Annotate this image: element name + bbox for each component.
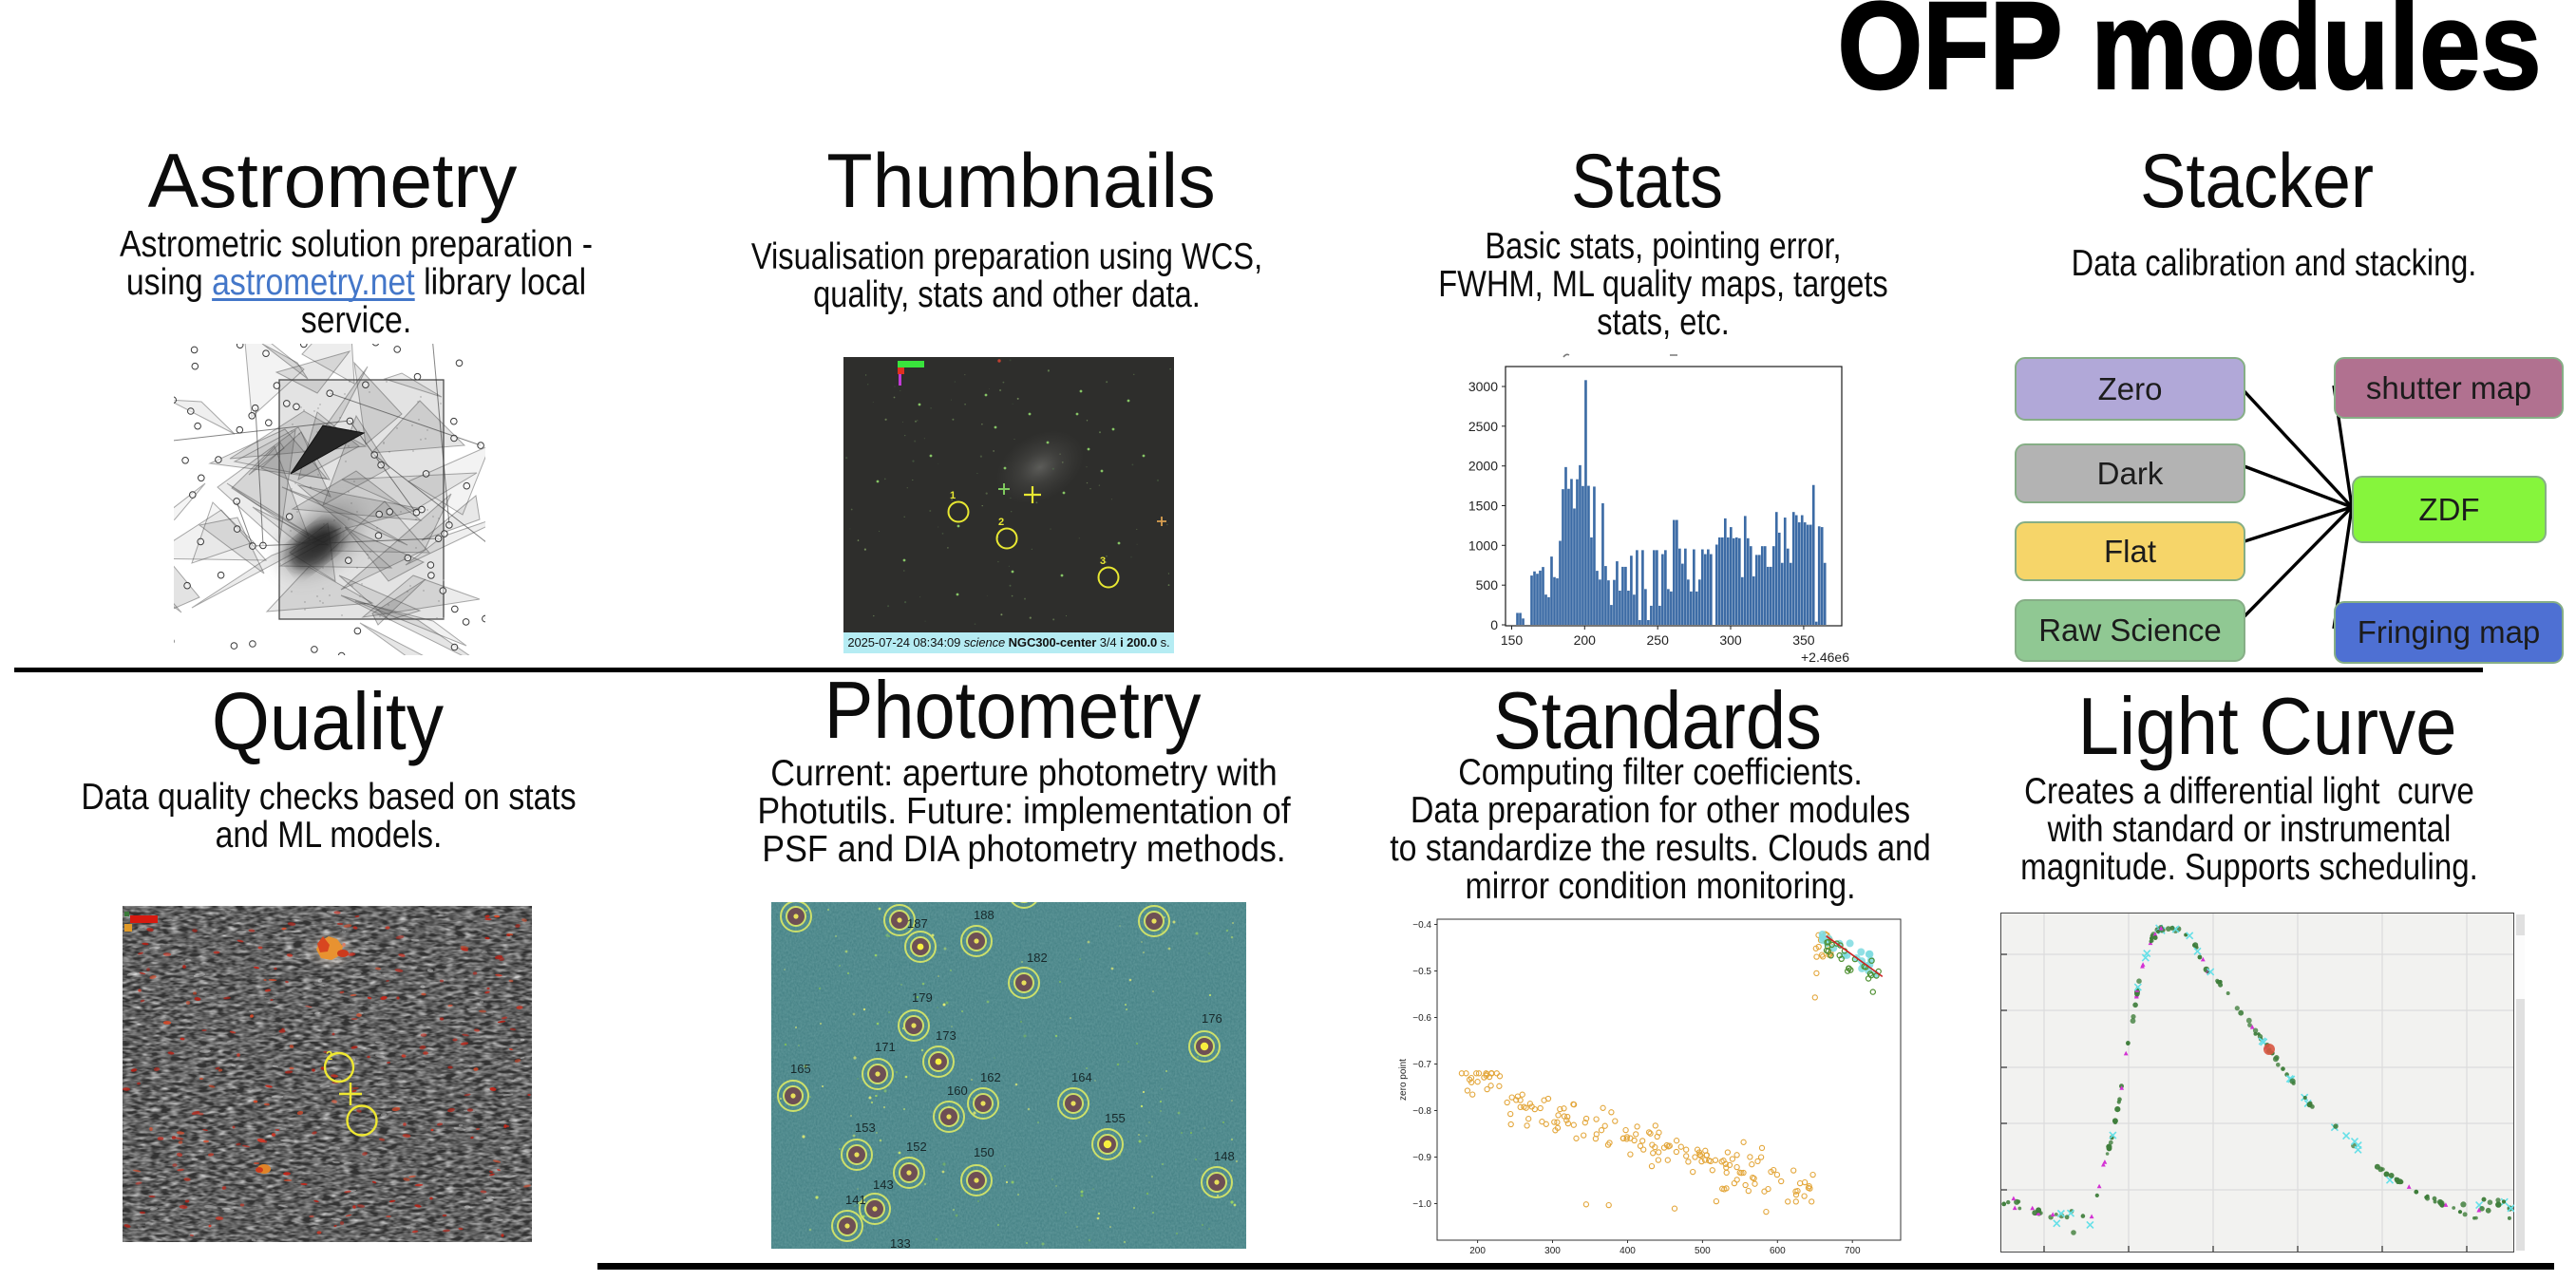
svg-text:−1.0: −1.0 [1412,1199,1431,1210]
svg-text:500: 500 [1695,1246,1711,1253]
svg-text:160: 160 [947,1083,968,1098]
svg-text:3000: 3000 [1468,379,1498,394]
svg-text:133: 133 [890,1236,911,1249]
svg-text:700: 700 [1845,1246,1861,1253]
svg-text:179: 179 [912,990,933,1005]
svg-text:143: 143 [873,1177,894,1192]
svg-text:162: 162 [980,1070,1001,1084]
svg-text:176: 176 [1202,1011,1222,1026]
svg-text:+2.46e6: +2.46e6 [1801,650,1849,663]
svg-text:−0.6: −0.6 [1412,1013,1431,1024]
svg-text:2: 2 [998,517,1004,528]
svg-text:171: 171 [875,1040,896,1054]
svg-text:200: 200 [1574,632,1597,648]
svg-text:400: 400 [1619,1246,1636,1253]
svg-text:2000: 2000 [1468,459,1498,474]
svg-text:188: 188 [974,908,994,922]
svg-text:0: 0 [1490,617,1498,632]
svg-text:164: 164 [1071,1070,1092,1084]
svg-text:187: 187 [907,916,928,931]
svg-text:−0.9: −0.9 [1412,1153,1431,1163]
svg-text:zero point: zero point [1398,1059,1409,1101]
svg-text:350: 350 [1792,632,1815,648]
svg-text:300: 300 [1719,632,1742,648]
svg-text:141: 141 [845,1193,866,1207]
svg-text:1500: 1500 [1468,499,1498,514]
svg-text:155: 155 [1105,1111,1126,1125]
svg-text:1: 1 [950,490,956,501]
svg-text:2500: 2500 [1468,419,1498,434]
svg-text:600: 600 [1770,1246,1786,1253]
svg-text:1000: 1000 [1468,537,1498,553]
svg-text:2: 2 [326,1048,332,1063]
svg-text:165: 165 [790,1062,811,1076]
svg-text:500: 500 [1476,577,1499,593]
svg-text:−0.7: −0.7 [1412,1060,1431,1070]
svg-text:300: 300 [1544,1246,1561,1253]
svg-text:250: 250 [1647,632,1670,648]
svg-text:152: 152 [906,1140,927,1154]
svg-text:182: 182 [1027,951,1048,965]
svg-text:−0.8: −0.8 [1412,1106,1431,1117]
svg-text:−0.4: −0.4 [1412,920,1431,931]
svg-text:200: 200 [1469,1246,1486,1253]
svg-text:−0.5: −0.5 [1412,967,1431,977]
svg-text:150: 150 [974,1145,994,1159]
svg-text:148: 148 [1214,1149,1235,1163]
svg-text:153: 153 [855,1121,876,1135]
svg-text:3: 3 [1100,556,1106,567]
svg-text:150: 150 [1501,632,1524,648]
svg-text:173: 173 [936,1028,957,1043]
